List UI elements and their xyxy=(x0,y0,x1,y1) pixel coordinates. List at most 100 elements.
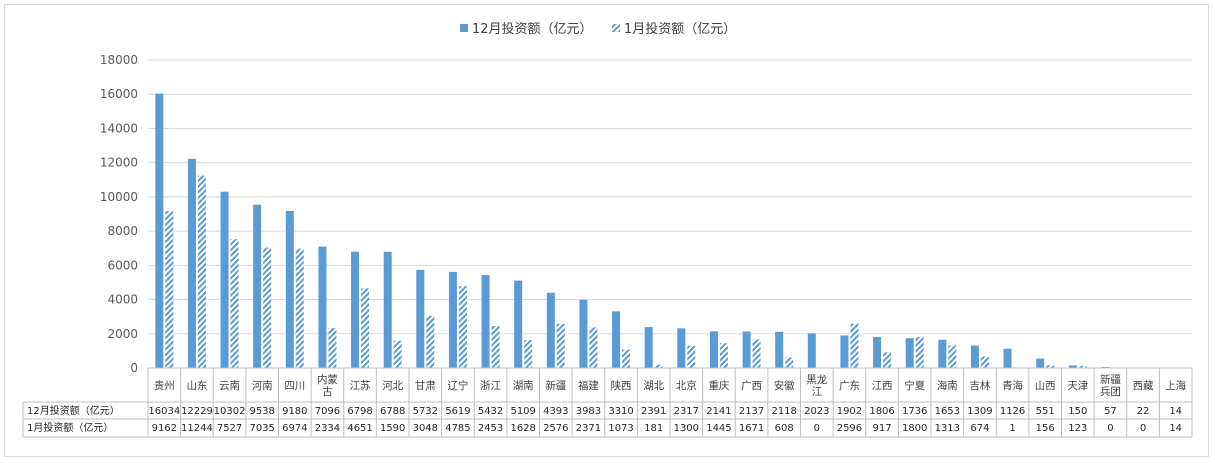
chart-frame: 12月投资额（亿元） 1月投资额（亿元） 0 2000 4000 6000 8000 100… xyxy=(4,4,1209,457)
y-tick-label: 8000 xyxy=(107,224,138,238)
bar-12月-福建 xyxy=(579,299,588,368)
bar-1月-江苏 xyxy=(361,288,370,368)
y-tick-label: 10000 xyxy=(100,190,138,204)
y-tick-label: 16000 xyxy=(100,87,138,101)
bar-12月-内蒙古 xyxy=(318,246,327,368)
bar-12月-新疆 xyxy=(546,292,555,368)
bar-chart: 12月投资额（亿元） 1月投资额（亿元） 02000400060008000100… xyxy=(22,21,1193,438)
table-cell: 2317 xyxy=(674,406,699,417)
table-cell: 9538 xyxy=(249,406,274,417)
table-cell: 1800 xyxy=(902,423,927,434)
bar-12月-黑龙江 xyxy=(807,333,816,368)
table-cell: 1806 xyxy=(869,406,894,417)
bar-1月-云南 xyxy=(230,239,239,368)
category-label: 西藏 xyxy=(1133,380,1155,392)
legend: 12月投资额（亿元） 1月投资额（亿元） xyxy=(460,21,736,37)
table-cell: 2137 xyxy=(739,406,764,417)
gridlines xyxy=(148,59,1192,369)
table-cell: 1300 xyxy=(674,423,699,434)
table-cell: 9162 xyxy=(152,423,177,434)
bar-1月-四川 xyxy=(295,248,304,368)
table-cell: 9180 xyxy=(282,406,307,417)
category-label: 浙江 xyxy=(480,380,501,392)
table-cell: 7096 xyxy=(315,406,340,417)
table-cell: 0 xyxy=(1107,423,1113,434)
bar-12月-四川 xyxy=(285,210,294,368)
category-label: 黑龙江 xyxy=(806,373,827,398)
bar-1月-甘肃 xyxy=(426,315,435,368)
table-cell: 4393 xyxy=(543,406,568,417)
table-cell: 10302 xyxy=(214,406,246,417)
bar-1月-北京 xyxy=(687,345,696,368)
table-cell: 3048 xyxy=(413,423,438,434)
bar-12月-江苏 xyxy=(351,251,360,368)
table-cell: 2371 xyxy=(576,423,601,434)
table-cell: 2141 xyxy=(706,406,731,417)
table-cell: 12229 xyxy=(181,406,213,417)
category-label: 云南 xyxy=(219,379,240,392)
bar-12月-陕西 xyxy=(612,311,621,368)
bar-1月-天津 xyxy=(1078,365,1087,368)
category-label: 陕西 xyxy=(611,379,632,392)
bar-1月-安徽 xyxy=(785,357,794,368)
table-cell: 181 xyxy=(644,423,663,434)
legend-swatch-2 xyxy=(612,24,620,32)
category-label: 山东 xyxy=(186,379,207,392)
category-label: 青海 xyxy=(1002,379,1023,392)
bar-12月-山东 xyxy=(187,158,196,368)
y-axis: 0 2000 4000 6000 8000 10000 12000 14000 16000 180… xyxy=(100,53,138,375)
table-row-label-2: 1月投资额（亿元） xyxy=(27,421,113,434)
table-cell: 674 xyxy=(970,423,989,434)
bar-12月-山西 xyxy=(1036,358,1045,368)
table-cell: 1313 xyxy=(935,423,960,434)
category-label: 四川 xyxy=(284,380,305,392)
category-label: 广西 xyxy=(741,380,762,392)
table-cell: 14 xyxy=(1169,406,1182,417)
bar-12月-安徽 xyxy=(775,331,784,368)
y-tick-label: 0 xyxy=(130,361,138,375)
bar-12月-海南 xyxy=(938,339,947,368)
y-tick-label: 6000 xyxy=(107,258,138,272)
legend-label-1: 12月投资额（亿元） xyxy=(472,21,593,37)
bar-12月-广东 xyxy=(840,335,849,368)
table-cell: 123 xyxy=(1068,423,1087,434)
table-cell: 2391 xyxy=(641,406,666,417)
bar-1月-江西 xyxy=(883,352,892,368)
bar-12月-河南 xyxy=(253,204,262,368)
data-table: 贵州 山东 云南 河南 四川 内蒙古 江苏 河北 甘肃 辽宁 浙江 湖南 新疆 福建 陕西 湖北 北京 重庆 广西安… xyxy=(22,367,1193,438)
bar-12月-广西 xyxy=(742,331,751,368)
table-cell: 0 xyxy=(1140,423,1146,434)
category-label: 吉林 xyxy=(969,379,990,392)
bar-1月-广东 xyxy=(850,323,859,368)
bar-1月-宁夏 xyxy=(915,337,924,368)
category-label: 甘肃 xyxy=(415,379,436,392)
table-cell: 1126 xyxy=(1000,406,1025,417)
bar-12月-青海 xyxy=(1003,348,1012,368)
bar-1月-贵州 xyxy=(165,211,174,368)
table-cell: 7527 xyxy=(217,423,242,434)
legend-label-2: 1月投资额（亿元） xyxy=(624,21,736,37)
category-label: 广东 xyxy=(839,379,860,392)
bar-1月-重庆 xyxy=(719,343,728,368)
bar-12月-北京 xyxy=(677,328,686,368)
category-label: 江苏 xyxy=(350,379,371,392)
table-cell: 1 xyxy=(1009,423,1015,434)
bar-1月-吉林 xyxy=(980,356,989,368)
table-cell: 4785 xyxy=(445,423,470,434)
table-cell: 2334 xyxy=(315,423,340,434)
table-cell: 2023 xyxy=(804,406,829,417)
bar-12月-天津 xyxy=(1068,365,1077,368)
table-cell: 6974 xyxy=(282,423,307,434)
table-cell: 1628 xyxy=(510,423,535,434)
legend-swatch-1 xyxy=(460,24,468,32)
table-cell: 11244 xyxy=(181,423,213,434)
table-cell: 0 xyxy=(814,423,820,434)
table-cell: 6788 xyxy=(380,406,405,417)
table-cell: 1671 xyxy=(739,423,764,434)
table-cell: 1073 xyxy=(608,423,633,434)
table-cell: 7035 xyxy=(249,423,274,434)
category-label: 天津 xyxy=(1067,380,1089,392)
bar-12月-浙江 xyxy=(481,275,490,368)
table-cell: 2576 xyxy=(543,423,568,434)
y-tick-label: 18000 xyxy=(100,53,138,67)
